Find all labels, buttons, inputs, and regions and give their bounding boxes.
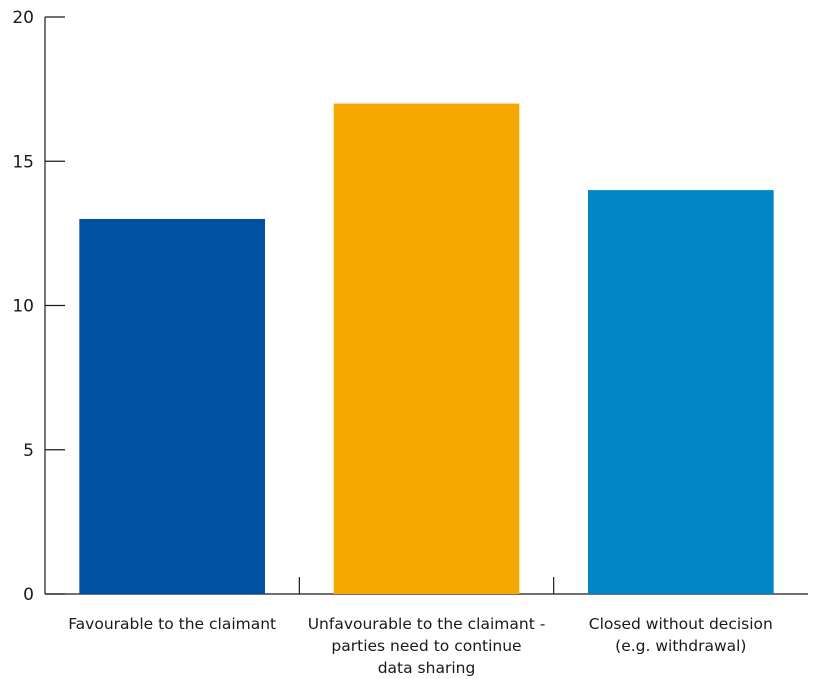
x-category-label: data sharing xyxy=(378,659,476,677)
x-category-label: Closed without decision xyxy=(589,615,773,633)
bar xyxy=(588,190,774,594)
y-tick-label: 20 xyxy=(12,8,34,28)
x-category-label: parties need to continue xyxy=(331,637,521,655)
y-tick-label: 15 xyxy=(12,152,34,172)
bar xyxy=(333,103,520,595)
y-axis: 0 5 10 15 20 xyxy=(12,8,65,605)
y-tick-label: 5 xyxy=(23,441,34,461)
x-category-label: Favourable to the claimant xyxy=(68,615,276,633)
y-tick-label: 0 xyxy=(23,585,34,605)
x-category-label: Unfavourable to the claimant - xyxy=(308,615,546,633)
y-tick-label: 10 xyxy=(12,297,34,317)
category-labels: Favourable to the claimant Unfavourable t… xyxy=(68,615,773,677)
x-category-label: (e.g. withdrawal) xyxy=(615,637,746,655)
bars xyxy=(79,103,774,595)
bar xyxy=(79,218,265,594)
